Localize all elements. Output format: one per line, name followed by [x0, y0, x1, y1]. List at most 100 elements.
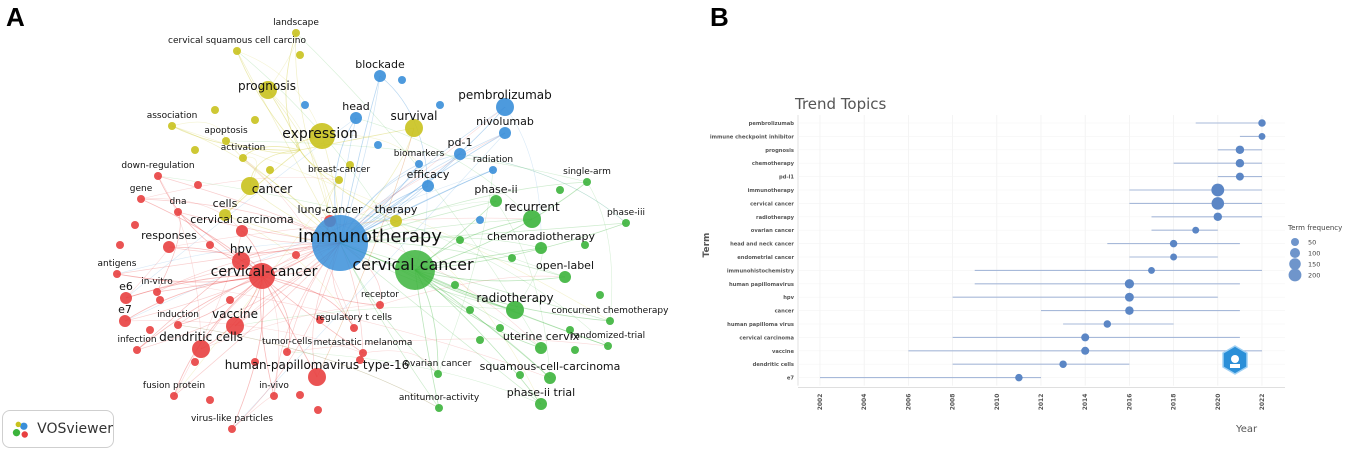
network-node-label: blockade: [355, 58, 405, 71]
network-minor-node: [251, 358, 259, 366]
network-edge: [395, 220, 542, 405]
trend-topics-panel: B Trend Topics pembrolizumab immune check…: [700, 0, 1358, 452]
network-node: [376, 301, 384, 309]
term-point: [1170, 253, 1178, 261]
network-node-label: gene: [130, 184, 153, 194]
network-node-label: randomized-trial: [571, 331, 645, 341]
term-label: head and neck cancer: [730, 242, 794, 248]
x-tick-label: 2022: [1259, 394, 1266, 411]
network-minor-node: [156, 296, 164, 304]
trend-topics-chart: Trend Topics pembrolizumab immune checkpo…: [702, 95, 1342, 435]
term-label: human papilloma virus: [727, 322, 794, 328]
network-node: [499, 127, 511, 139]
network-node: [113, 270, 121, 278]
network-edge: [136, 275, 263, 351]
network-node: [374, 70, 386, 82]
network-minor-node: [314, 406, 322, 414]
network-minor-node: [581, 241, 589, 249]
network-edge: [136, 260, 242, 351]
legend-label: 50: [1308, 239, 1316, 247]
legend-key: [1289, 258, 1301, 270]
network-edge: [124, 320, 364, 354]
network-minor-node: [211, 106, 219, 114]
network-minor-node: [516, 371, 524, 379]
network-minor-node: [296, 51, 304, 59]
network-node-label: e6: [119, 280, 133, 293]
network-edge: [224, 149, 301, 216]
chart-rows: pembrolizumab immune checkpoint inhibitor…: [710, 119, 1266, 382]
legend-key: [1288, 268, 1302, 282]
network-edge: [124, 242, 341, 322]
network-edge: [355, 117, 533, 220]
network-labels: landscape cervical squamous cell carcino b…: [98, 18, 670, 424]
network-node: [359, 349, 367, 357]
network-edge: [339, 181, 588, 244]
network-edge: [504, 106, 542, 249]
network-edge: [339, 106, 506, 244]
network-node-label: antigens: [98, 259, 137, 269]
network-minor-node: [398, 76, 406, 84]
network-node-label: chemoradiotherapy: [487, 230, 596, 243]
network-edge: [177, 324, 440, 409]
term-label: hpv: [783, 295, 794, 301]
term-label: chemotherapy: [752, 161, 795, 167]
network-node: [133, 346, 141, 354]
network-edge: [414, 269, 611, 322]
network-minor-node: [301, 101, 309, 109]
network-edge: [234, 106, 506, 327]
x-tick-label: 2004: [861, 394, 868, 411]
network-node: [454, 148, 466, 160]
network-node-label: open-label: [536, 259, 594, 272]
network-node: [259, 81, 277, 99]
network-node-label: uterine cervix: [503, 330, 580, 343]
y-axis-label: Term: [702, 233, 712, 258]
network-edge: [171, 121, 227, 142]
panel-label-a: A: [6, 2, 25, 32]
network-node: [232, 252, 250, 270]
network-node-label: induction: [157, 310, 199, 320]
network-edge: [339, 236, 542, 249]
network-node: [490, 195, 502, 207]
network-node: [434, 370, 442, 378]
network-node: [622, 219, 630, 227]
network-node-label: phase-ii: [474, 183, 517, 196]
network-node-label: human-papillomavirus type-16: [225, 358, 410, 372]
network-node-label: phase-ii trial: [507, 386, 575, 399]
term-label: immune checkpoint inhibitor: [710, 134, 795, 140]
network-minor-node: [292, 251, 300, 259]
network-node-label: cervical squamous cell carcino: [168, 36, 306, 46]
network-edge: [339, 222, 627, 244]
network-node-label: infection: [117, 335, 156, 345]
network-node-label: cervical-cancer: [211, 264, 318, 280]
vosviewer-badge: VOSviewer: [2, 410, 114, 448]
network-minor-node: [571, 346, 579, 354]
network-edge: [286, 351, 542, 405]
network-edge: [177, 324, 440, 409]
network-node-label: breast-cancer: [308, 165, 370, 175]
network-edge: [459, 153, 627, 224]
network-edge: [316, 127, 415, 378]
term-point: [1211, 197, 1225, 210]
x-tick-label: 2002: [817, 394, 824, 411]
network-edge: [316, 127, 415, 378]
network-minor-node: [566, 326, 574, 334]
network-node-label: antitumor-activity: [399, 393, 480, 403]
network-node-label: dna: [170, 197, 187, 207]
network-node: [350, 324, 358, 332]
network-node-label: pembrolizumab: [458, 88, 552, 102]
term-point: [1258, 119, 1266, 127]
term-point: [1258, 132, 1266, 140]
term-point: [1015, 373, 1023, 382]
network-nodes: [113, 29, 630, 433]
vosviewer-logo-icon: [12, 421, 28, 438]
network-edge: [136, 260, 242, 351]
network-node-label: therapy: [375, 203, 418, 216]
network-node-label: apoptosis: [204, 126, 248, 136]
term-point: [1125, 306, 1134, 315]
term-label: immunotherapy: [748, 188, 795, 194]
network-edge: [236, 50, 416, 271]
network-node-label: radiotherapy: [476, 291, 553, 305]
network-edge: [339, 242, 542, 349]
network-edge: [236, 50, 341, 244]
term-label: cancer: [775, 309, 795, 315]
